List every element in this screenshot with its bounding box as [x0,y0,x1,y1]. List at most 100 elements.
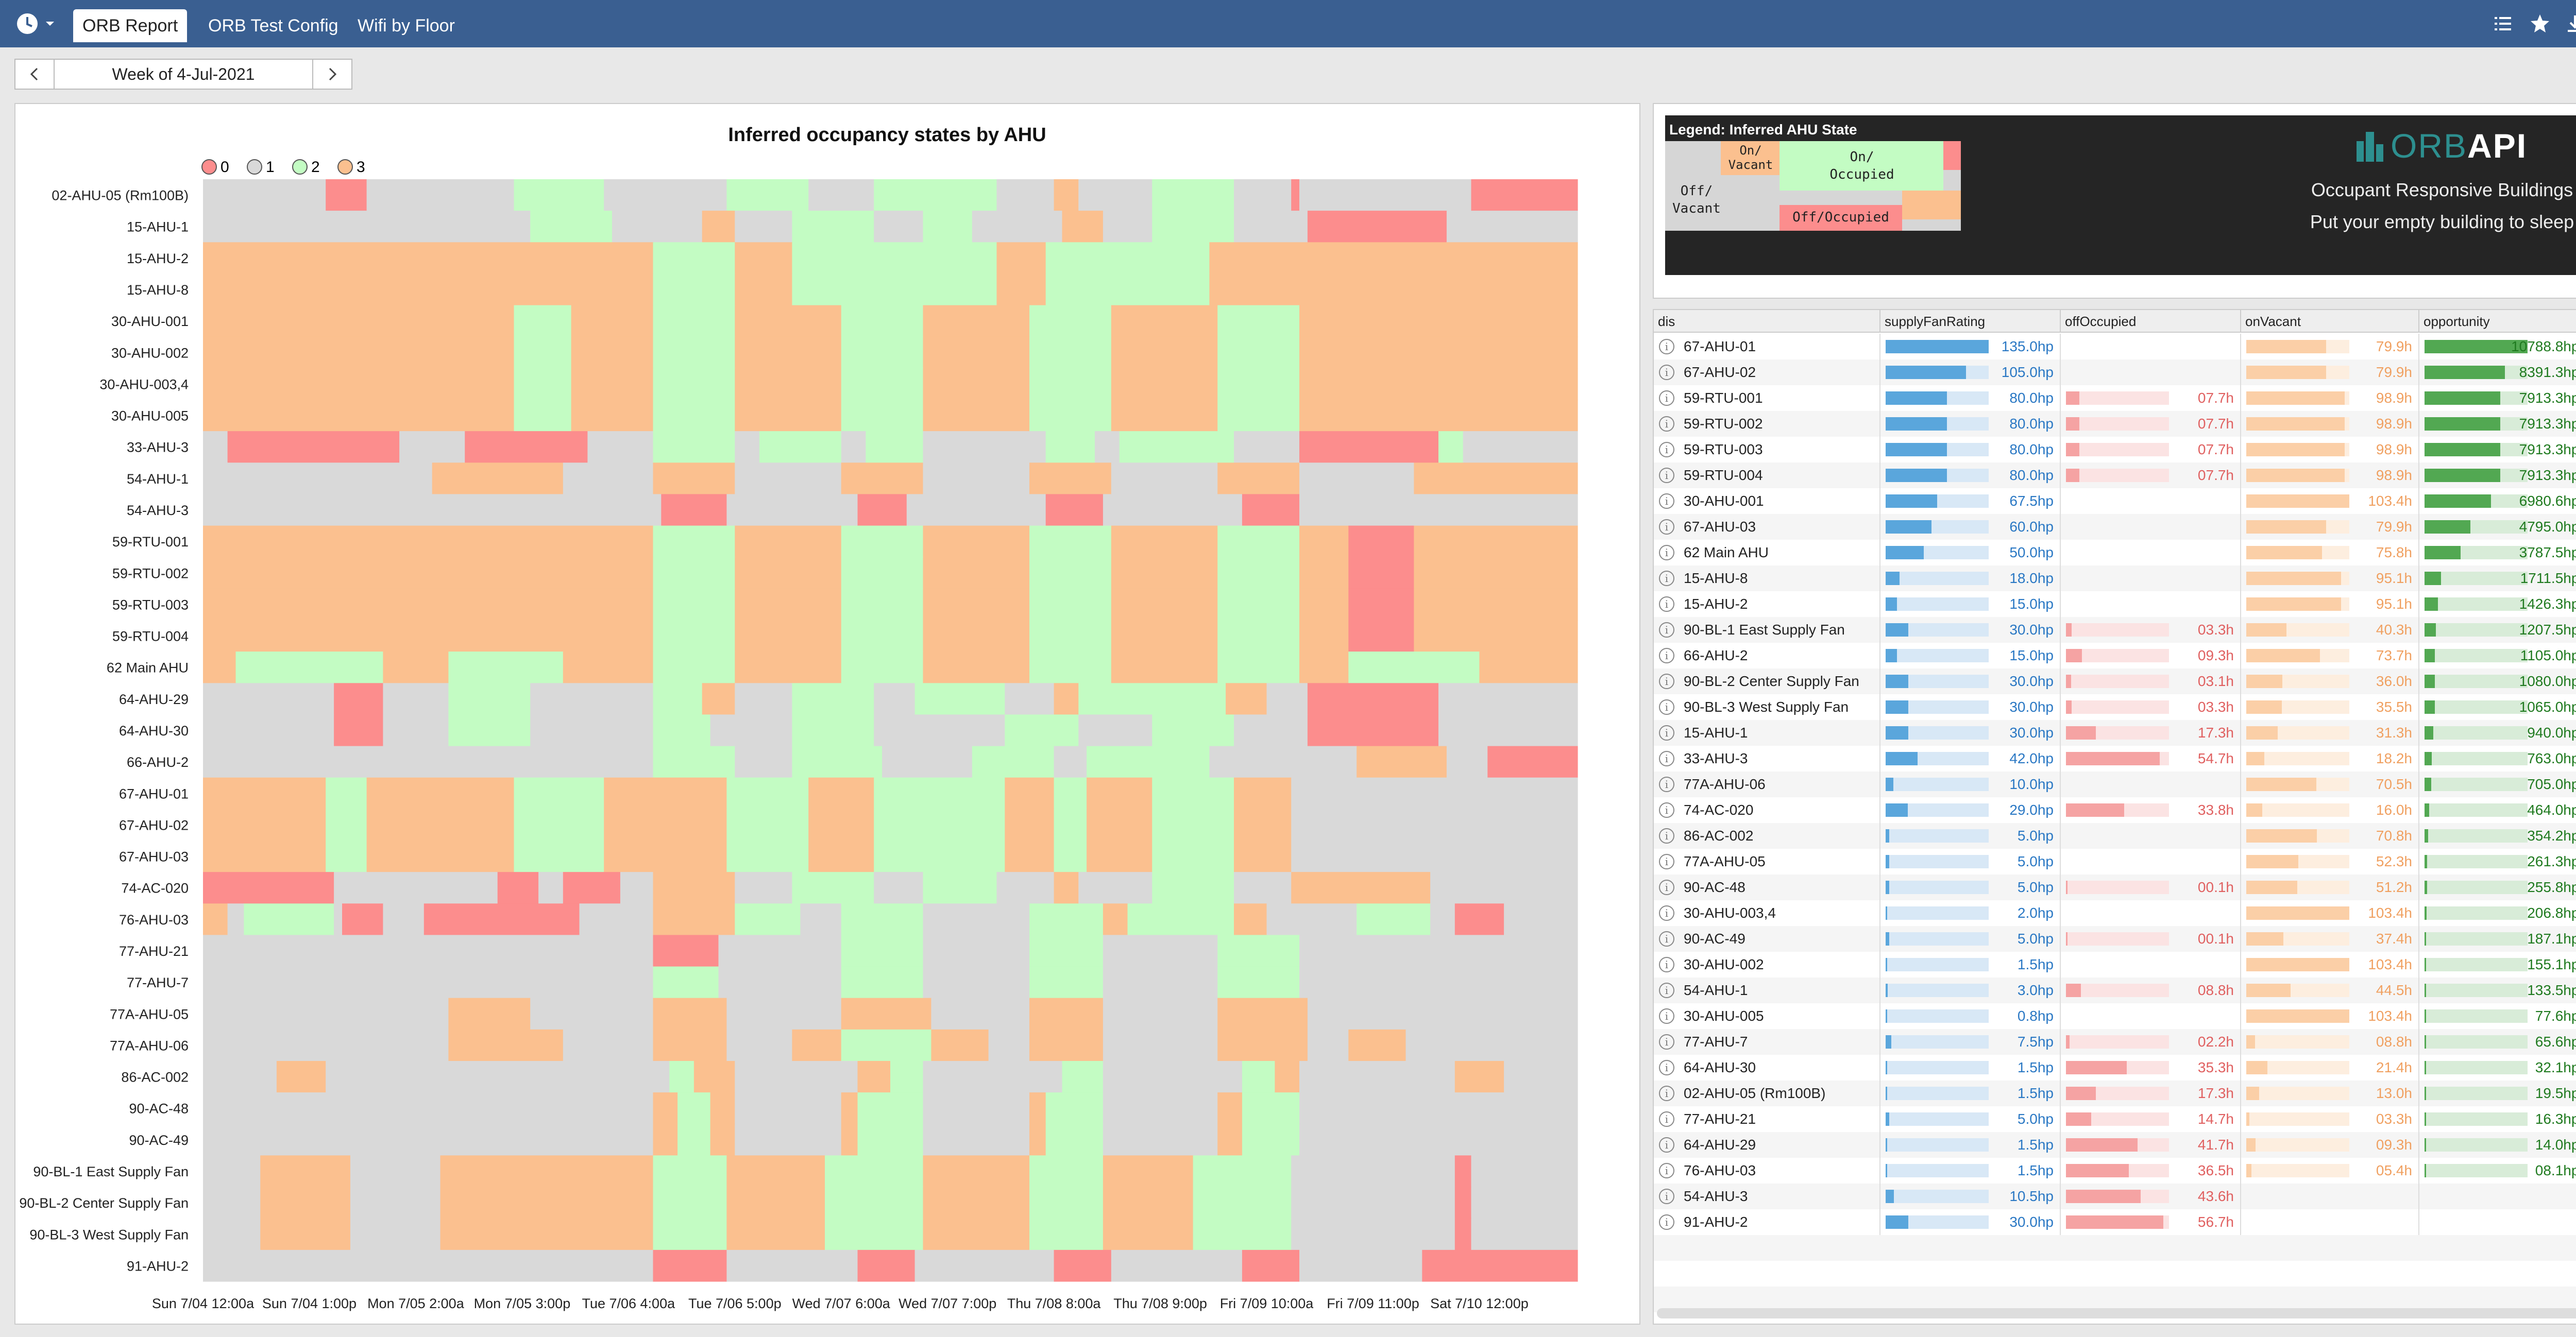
table-row[interactable]: i 77-AHU-7 7.5hp 02.2h 08.8h 65.6hph [1654,1029,2576,1055]
week-label[interactable]: Week of 4-Jul-2021 [55,59,312,90]
heatmap-cell [203,872,334,904]
info-icon[interactable]: i [1659,880,1674,895]
col-header-opportunity[interactable]: opportunity [2419,310,2576,333]
info-icon[interactable]: i [1659,1189,1674,1204]
info-icon[interactable]: i [1659,519,1674,535]
info-icon[interactable]: i [1659,674,1674,689]
col-header-dis[interactable]: dis [1654,310,1880,333]
table-row[interactable]: i 74-AC-020 29.0hp 33.8h 16.0h 464.0hph [1654,797,2576,823]
col-header-supply-fan-rating[interactable]: supplyFanRating [1880,310,2061,333]
table-row[interactable]: i 54-AHU-1 3.0hp 08.8h 44.5h 133.5hph [1654,978,2576,1003]
next-week-button[interactable] [312,59,352,90]
table-row[interactable]: i 90-BL-2 Center Supply Fan 30.0hp 03.1h 36.… [1654,668,2576,694]
info-icon[interactable]: i [1659,390,1674,406]
table-row[interactable]: i 67-AHU-02 105.0hp 79.9h 8391.3hph [1654,359,2576,385]
info-icon[interactable]: i [1659,1034,1674,1050]
cell-supply-fan-bar [1886,417,1947,431]
table-row[interactable]: i 77A-AHU-06 10.0hp 70.5h 705.0hph [1654,772,2576,797]
heatmap-cell [1454,1155,1472,1188]
col-header-off-occupied[interactable]: offOccupied [2061,310,2241,333]
info-icon[interactable]: i [1659,1163,1674,1178]
heatmap-cell [1299,336,1578,369]
info-icon[interactable]: i [1659,365,1674,380]
table-row[interactable]: i 64-AHU-30 1.5hp 35.3h 21.4h 32.1hph [1654,1055,2576,1081]
info-icon[interactable]: i [1659,571,1674,586]
table-row[interactable]: i 90-AC-48 5.0hp 00.1h 51.2h 255.8hph [1654,875,2576,900]
equip-name: 77-AHU-7 [1684,1034,1748,1050]
app-menu-button[interactable] [15,11,67,36]
info-icon[interactable]: i [1659,751,1674,766]
info-icon[interactable]: i [1659,442,1674,457]
cell-opportunity: 16.3hph [2419,1106,2576,1132]
tab-wifi-by-floor[interactable]: Wifi by Floor [358,16,455,36]
table-row[interactable]: i 54-AHU-3 10.5hp 43.6h [1654,1184,2576,1209]
info-icon[interactable]: i [1659,905,1674,921]
tab-orb-report[interactable]: ORB Report [73,9,188,42]
info-icon[interactable]: i [1659,1008,1674,1024]
table-row[interactable]: i 90-BL-3 West Supply Fan 30.0hp 03.3h 35.5h… [1654,694,2576,720]
table-row[interactable]: i 30-AHU-002 1.5hp 103.4h 155.1hph [1654,952,2576,978]
table-row[interactable]: i 64-AHU-29 1.5hp 41.7h 09.3h 14.0hph [1654,1132,2576,1158]
info-icon[interactable]: i [1659,957,1674,972]
info-icon[interactable]: i [1659,622,1674,638]
legend-swatch-2[interactable] [292,159,308,175]
table-row[interactable]: i 67-AHU-03 60.0hp 79.9h 4795.0hph [1654,514,2576,540]
table-row[interactable]: i 30-AHU-003,4 2.0hp 103.4h 206.8hph [1654,900,2576,926]
table-row[interactable]: i 90-BL-1 East Supply Fan 30.0hp 03.3h 40.3h… [1654,617,2576,643]
info-icon[interactable]: i [1659,1111,1674,1127]
tab-orb-test-config[interactable]: ORB Test Config [208,16,338,36]
table-row[interactable]: i 30-AHU-005 0.8hp 103.4h 77.6hph [1654,1003,2576,1029]
info-icon[interactable]: i [1659,648,1674,663]
info-icon[interactable]: i [1659,699,1674,715]
table-row[interactable]: i 67-AHU-01 135.0hp 79.9h 10788.8hph [1654,334,2576,359]
table-row[interactable]: i 62 Main AHU 50.0hp 75.8h 3787.5hph [1654,540,2576,565]
table-row[interactable]: i 02-AHU-05 (Rm100B) 1.5hp 17.3h 13.0h 19.5hp… [1654,1081,2576,1106]
legend-swatch-3[interactable] [337,159,353,175]
table-row[interactable]: i 59-RTU-003 80.0hp 07.7h 98.9h 7913.3hph [1654,437,2576,462]
info-icon[interactable]: i [1659,802,1674,818]
cell-opportunity-bar [2425,778,2432,791]
info-icon[interactable]: i [1659,493,1674,509]
info-icon[interactable]: i [1659,828,1674,844]
info-icon[interactable]: i [1659,545,1674,560]
prev-week-button[interactable] [14,59,55,90]
info-icon[interactable]: i [1659,1086,1674,1101]
horizontal-scrollbar[interactable] [1657,1308,2576,1318]
info-icon[interactable]: i [1659,339,1674,354]
info-icon[interactable]: i [1659,596,1674,612]
table-row[interactable]: i 66-AHU-2 15.0hp 09.3h 73.7h 1105.0hph [1654,643,2576,668]
cell-opportunity-value: 3787.5hph [2519,544,2576,560]
table-row[interactable]: i 77-AHU-21 5.0hp 14.7h 03.3h 16.3hph [1654,1106,2576,1132]
table-row[interactable]: i 15-AHU-8 18.0hp 95.1h 1711.5hph [1654,565,2576,591]
table-row[interactable]: i 90-AC-49 5.0hp 00.1h 37.4h 187.1hph [1654,926,2576,952]
table-row[interactable]: i 30-AHU-001 67.5hp 103.4h 6980.6hph [1654,488,2576,514]
info-icon[interactable]: i [1659,468,1674,483]
table-row[interactable]: i 59-RTU-001 80.0hp 07.7h 98.9h 7913.3hph [1654,385,2576,411]
star-icon[interactable] [2529,12,2551,35]
info-icon[interactable]: i [1659,725,1674,741]
table-row[interactable]: i 76-AHU-03 1.5hp 36.5h 05.4h 08.1hph [1654,1158,2576,1184]
info-icon[interactable]: i [1659,416,1674,432]
info-icon[interactable]: i [1659,983,1674,998]
table-row[interactable]: i 15-AHU-2 15.0hp 95.1h 1426.3hph [1654,591,2576,617]
legend-swatch-1[interactable] [247,159,262,175]
info-icon[interactable]: i [1659,1137,1674,1153]
table-row[interactable]: i 59-RTU-002 80.0hp 07.7h 98.9h 7913.3hph [1654,411,2576,437]
legend-swatch-0[interactable] [201,159,217,175]
info-icon[interactable]: i [1659,1214,1674,1230]
list-icon[interactable] [2492,12,2514,35]
download-icon[interactable] [2564,12,2576,35]
info-icon[interactable]: i [1659,777,1674,792]
table-row[interactable]: i 77A-AHU-05 5.0hp 52.3h 261.3hph [1654,849,2576,875]
table-row[interactable]: i 86-AC-002 5.0hp 70.8h 354.2hph [1654,823,2576,849]
heatmap-cell [661,494,727,526]
info-icon[interactable]: i [1659,931,1674,947]
heatmap-cell [988,1029,1030,1061]
info-icon[interactable]: i [1659,1060,1674,1075]
col-header-on-vacant[interactable]: onVacant [2241,310,2419,333]
table-row[interactable]: i 91-AHU-2 30.0hp 56.7h [1654,1209,2576,1235]
table-row[interactable]: i 59-RTU-004 80.0hp 07.7h 98.9h 7913.3hph [1654,462,2576,488]
table-row[interactable]: i 33-AHU-3 42.0hp 54.7h 18.2h 763.0hph [1654,746,2576,772]
info-icon[interactable]: i [1659,854,1674,869]
table-row[interactable]: i 15-AHU-1 30.0hp 17.3h 31.3h 940.0hph [1654,720,2576,746]
